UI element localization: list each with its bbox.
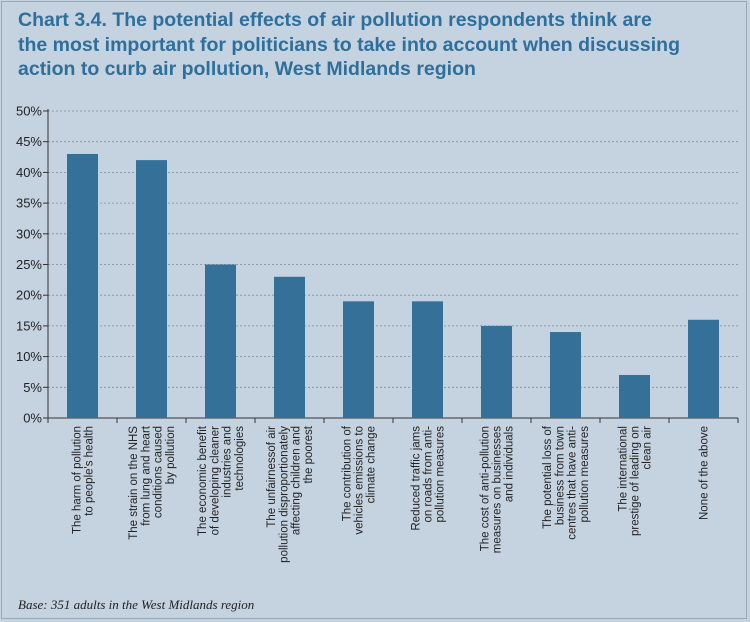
- chart-title: Chart 3.4. The potential effects of air …: [18, 8, 738, 82]
- x-category-label: from lung and heart: [140, 425, 152, 526]
- y-tick-label: 50%: [16, 104, 42, 119]
- x-category-label: The contribution of: [341, 425, 353, 521]
- x-category-label: climate change: [366, 426, 378, 503]
- bar: [136, 160, 167, 418]
- x-category-label: The harm of pollution: [71, 426, 83, 534]
- y-tick-label: 15%: [16, 318, 42, 333]
- bar: [619, 375, 650, 418]
- x-category-label: pollution disproportionately: [278, 426, 290, 563]
- x-category-label: conditions caused: [153, 426, 165, 518]
- x-category-label: The strain on the NHS: [128, 426, 140, 540]
- y-tick-label: 0%: [23, 411, 42, 426]
- chart-title-line-3: action to curb air pollution, West Midla…: [18, 58, 476, 80]
- bar: [205, 264, 236, 418]
- chart-title-line-1: Chart 3.4. The potential effects of air …: [18, 9, 652, 31]
- bar: [688, 319, 719, 418]
- x-category-label: affecting children and: [291, 426, 303, 535]
- y-tick-label: 30%: [16, 226, 42, 241]
- x-category-label: The cost of anti-pollution: [479, 426, 491, 551]
- x-category-label: pollution measures: [435, 426, 447, 523]
- x-category-label: of developing cleaner: [209, 426, 221, 535]
- y-tick-label: 5%: [23, 380, 42, 395]
- x-category-label: to people's health: [84, 426, 96, 516]
- x-category-label: The economic benefit: [197, 425, 209, 536]
- bar: [274, 276, 305, 418]
- base-note: Base: 351 adults in the West Midlands re…: [18, 597, 255, 612]
- x-category-label: industries and: [222, 426, 234, 498]
- bar: [412, 301, 443, 418]
- bar: [481, 325, 512, 418]
- y-tick-label: 35%: [16, 196, 42, 211]
- x-category-label: vehicles emissions to: [354, 426, 366, 535]
- x-category-label: prestige of leading on: [630, 426, 642, 536]
- x-category-label: None of the above: [699, 426, 711, 520]
- x-category-label: clean air: [642, 426, 654, 470]
- x-category-label: technologies: [234, 426, 246, 491]
- x-category-label: business from town: [554, 426, 566, 525]
- y-tick-label: 10%: [16, 349, 42, 364]
- y-tick-label: 25%: [16, 257, 42, 272]
- x-category-label: The international: [617, 426, 629, 512]
- y-tick-label: 20%: [16, 288, 42, 303]
- x-category-label: Reduced traffic jams: [410, 426, 422, 531]
- x-category-label: pollution measures: [579, 426, 591, 523]
- x-category-label: on roads from anti-: [423, 426, 435, 523]
- bar: [550, 332, 581, 418]
- x-category-label: the poorest: [303, 425, 315, 483]
- x-category-label: by pollution: [165, 426, 177, 484]
- x-category-label: and individuals: [504, 426, 516, 502]
- x-category-label: centres that have anti-: [567, 426, 579, 540]
- y-tick-label: 45%: [16, 134, 42, 149]
- bar: [67, 153, 98, 419]
- x-category-label: The unfairnessof air: [266, 426, 278, 528]
- x-category-label: measures on businesses: [492, 426, 504, 553]
- chart-title-line-2: the most important for politicians to ta…: [18, 33, 680, 56]
- bar: [343, 301, 374, 418]
- y-tick-label: 40%: [16, 165, 42, 180]
- x-category-label: The potential loss of: [542, 425, 554, 529]
